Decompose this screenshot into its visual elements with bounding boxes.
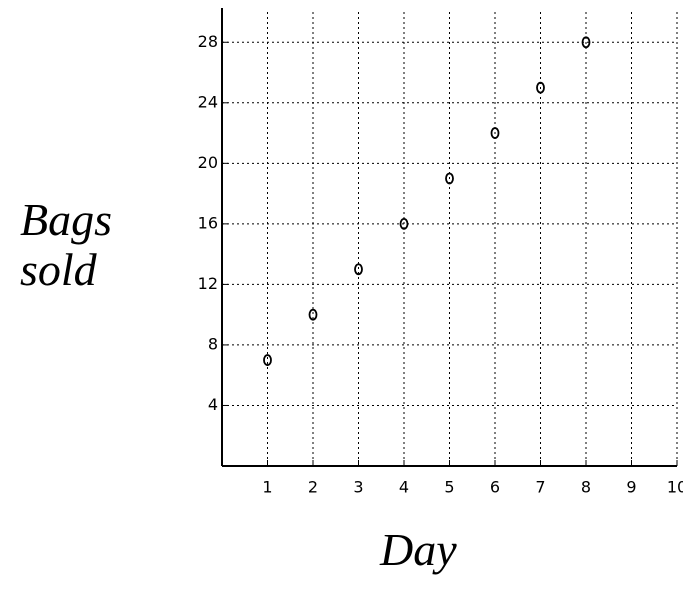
x-tick-label: 5 <box>444 478 454 497</box>
x-tick-label: 6 <box>490 478 500 497</box>
y-tick-label: 24 <box>198 92 218 111</box>
x-tick-label: 2 <box>308 478 318 497</box>
x-tick-label: 1 <box>262 478 272 497</box>
page: Bags sold Day 48121620242812345678910 <box>0 0 683 603</box>
x-tick-label: 3 <box>353 478 363 497</box>
y-tick-label: 4 <box>208 395 218 414</box>
chart: 48121620242812345678910 <box>0 0 683 603</box>
x-tick-label: 4 <box>399 478 409 497</box>
x-tick-label: 10 <box>667 478 683 497</box>
y-tick-label: 8 <box>208 334 218 353</box>
y-tick-label: 20 <box>198 153 218 172</box>
x-tick-label: 7 <box>535 478 545 497</box>
y-tick-label: 12 <box>198 274 218 293</box>
y-tick-label: 16 <box>198 213 218 232</box>
x-tick-label: 9 <box>626 478 636 497</box>
y-tick-label: 28 <box>198 32 218 51</box>
x-tick-label: 8 <box>581 478 591 497</box>
